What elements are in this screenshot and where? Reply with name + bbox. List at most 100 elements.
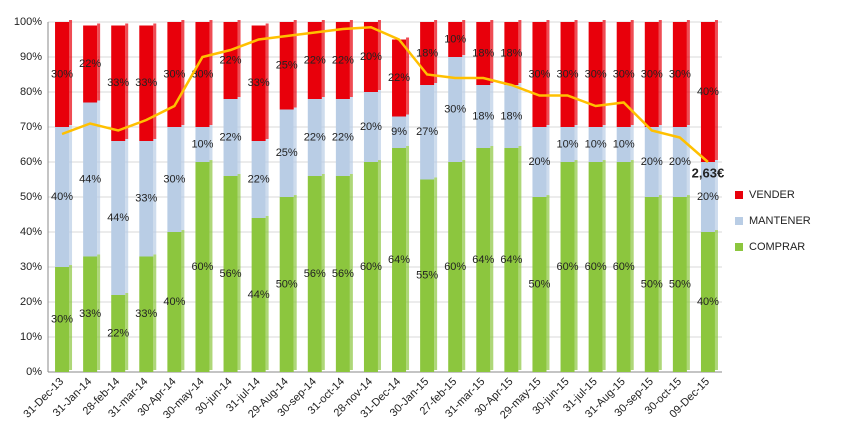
bar-segment <box>223 176 238 372</box>
bar-segment <box>83 25 98 103</box>
data-label: 33% <box>107 77 129 89</box>
legend-swatch <box>735 217 743 225</box>
bar-segment <box>55 127 70 267</box>
data-label: 20% <box>669 156 691 168</box>
bar-side <box>321 97 325 174</box>
data-label: 30% <box>613 68 635 80</box>
data-label: 22% <box>388 72 410 84</box>
bar-side <box>237 20 241 97</box>
bar-side <box>293 20 297 108</box>
bar-side <box>658 20 662 125</box>
data-label: 44% <box>107 212 129 224</box>
y-tick-label: 50% <box>20 191 42 203</box>
bar-segment <box>616 162 631 372</box>
bar-segment <box>560 22 575 127</box>
bar-segment <box>111 25 126 141</box>
bar-segment <box>588 22 603 127</box>
bar-side <box>209 160 213 370</box>
bar-segment <box>560 162 575 372</box>
bar-segment <box>307 176 322 372</box>
data-label: 44% <box>79 173 101 185</box>
bar-side <box>406 146 410 370</box>
bar-segment <box>644 22 659 127</box>
bar-side <box>462 160 466 370</box>
bar-segment <box>448 162 463 372</box>
data-label: 30% <box>163 68 185 80</box>
bar-segment <box>504 148 519 372</box>
data-label: 20% <box>528 156 550 168</box>
bar-segment <box>251 25 266 141</box>
data-label: 20% <box>697 191 719 203</box>
bar-segment <box>167 232 182 372</box>
bar-side <box>293 195 297 370</box>
data-label: 10% <box>444 33 466 45</box>
bar-segment <box>532 22 547 127</box>
data-label: 10% <box>557 138 579 150</box>
bar-segment <box>195 127 210 162</box>
data-label: 20% <box>360 51 382 63</box>
data-label: 30% <box>51 68 73 80</box>
bar-segment <box>223 22 238 99</box>
bar-segment <box>616 22 631 127</box>
data-label: 50% <box>641 278 663 290</box>
bar-segment <box>448 57 463 162</box>
bar-segment <box>560 127 575 162</box>
bar-segment <box>363 162 378 372</box>
bar-side <box>686 125 690 195</box>
bar-segment <box>700 162 715 232</box>
data-label: 40% <box>163 296 185 308</box>
bar-segment <box>672 22 687 127</box>
bar-side <box>293 107 297 195</box>
bar-side <box>265 216 269 370</box>
bar-segment <box>279 197 294 372</box>
bar-segment <box>251 141 266 218</box>
bar-segment <box>111 141 126 295</box>
bar-side <box>265 139 269 216</box>
bar-side <box>153 23 157 139</box>
data-label: 64% <box>388 254 410 266</box>
legend-swatch <box>735 191 743 199</box>
data-label: 33% <box>135 308 157 320</box>
bar-side <box>181 20 185 125</box>
data-label: 40% <box>51 191 73 203</box>
data-label: 60% <box>444 261 466 273</box>
bar-segment <box>504 22 519 85</box>
data-label: 25% <box>276 147 298 159</box>
bar-side <box>125 139 129 293</box>
bar-segment <box>672 197 687 372</box>
bar-side <box>377 90 381 160</box>
y-tick-label: 70% <box>20 121 42 133</box>
data-label: 22% <box>220 131 242 143</box>
bar-segment <box>476 85 491 148</box>
bar-segment <box>532 127 547 197</box>
data-label: 60% <box>585 261 607 273</box>
data-label: 30% <box>585 68 607 80</box>
bar-segment <box>420 179 435 372</box>
data-label: 50% <box>528 278 550 290</box>
bar-side <box>349 20 353 97</box>
y-tick-label: 60% <box>20 156 42 168</box>
bar-segment <box>363 22 378 92</box>
legend-label: COMPRAR <box>749 241 805 253</box>
bar-side <box>658 125 662 195</box>
bar-side <box>686 20 690 125</box>
data-label: 44% <box>248 289 270 301</box>
data-label: 60% <box>557 261 579 273</box>
y-tick-label: 90% <box>20 51 42 63</box>
line-annotation: 2,63€ <box>692 165 725 180</box>
bar-side <box>490 83 494 146</box>
bar-segment <box>672 127 687 197</box>
data-label: 22% <box>332 54 354 66</box>
bar-side <box>321 174 325 370</box>
bar-side <box>574 160 578 370</box>
bar-segment <box>588 162 603 372</box>
data-label: 18% <box>472 110 494 122</box>
data-label: 27% <box>416 126 438 138</box>
bar-side <box>602 160 606 370</box>
bar-side <box>153 254 157 370</box>
data-label: 40% <box>697 296 719 308</box>
bar-segment <box>335 22 350 99</box>
bar-segment <box>363 92 378 162</box>
data-label: 60% <box>191 261 213 273</box>
